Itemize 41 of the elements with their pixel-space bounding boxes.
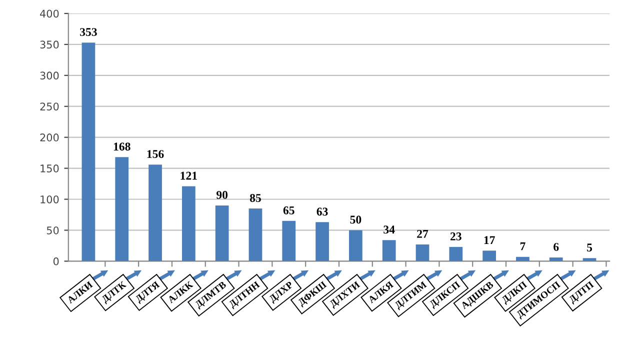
bar bbox=[549, 257, 563, 262]
bar bbox=[115, 157, 129, 262]
y-tick-label: 350 bbox=[40, 40, 59, 49]
bar bbox=[82, 42, 96, 262]
y-tick-label: 0 bbox=[53, 257, 59, 266]
data-label: 85 bbox=[250, 194, 261, 202]
y-tick-label: 100 bbox=[40, 195, 59, 204]
data-label: 63 bbox=[316, 208, 328, 216]
data-label: 121 bbox=[180, 172, 197, 180]
data-label: 5 bbox=[587, 244, 592, 252]
y-tick-label: 300 bbox=[40, 72, 59, 80]
bar bbox=[148, 164, 162, 262]
data-label: 90 bbox=[216, 190, 228, 199]
data-label: 65 bbox=[283, 206, 294, 214]
data-label: 27 bbox=[417, 230, 428, 238]
bar bbox=[316, 222, 329, 262]
data-label: 50 bbox=[350, 216, 362, 224]
bar bbox=[349, 230, 362, 262]
data-label: 156 bbox=[147, 150, 164, 158]
data-label: 353 bbox=[80, 28, 97, 36]
data-label: 6 bbox=[554, 242, 559, 251]
data-label: 23 bbox=[450, 232, 462, 240]
bar bbox=[215, 205, 229, 262]
y-tick-label: 200 bbox=[40, 134, 59, 142]
bar bbox=[382, 240, 396, 262]
y-tick-label: 400 bbox=[40, 10, 59, 18]
y-tick-label: 50 bbox=[46, 226, 59, 234]
data-label: 34 bbox=[384, 226, 395, 234]
y-tick-label: 250 bbox=[40, 102, 59, 110]
bar bbox=[282, 220, 296, 262]
bar bbox=[582, 258, 596, 262]
bar bbox=[449, 246, 463, 262]
bar bbox=[182, 186, 196, 262]
data-label: 7 bbox=[520, 242, 526, 250]
bar bbox=[248, 208, 262, 262]
data-label: 17 bbox=[484, 236, 495, 244]
bar bbox=[482, 250, 496, 262]
bar bbox=[516, 256, 530, 262]
bar bbox=[416, 244, 430, 262]
data-label: 168 bbox=[114, 142, 130, 151]
y-tick-label: 150 bbox=[40, 164, 59, 172]
